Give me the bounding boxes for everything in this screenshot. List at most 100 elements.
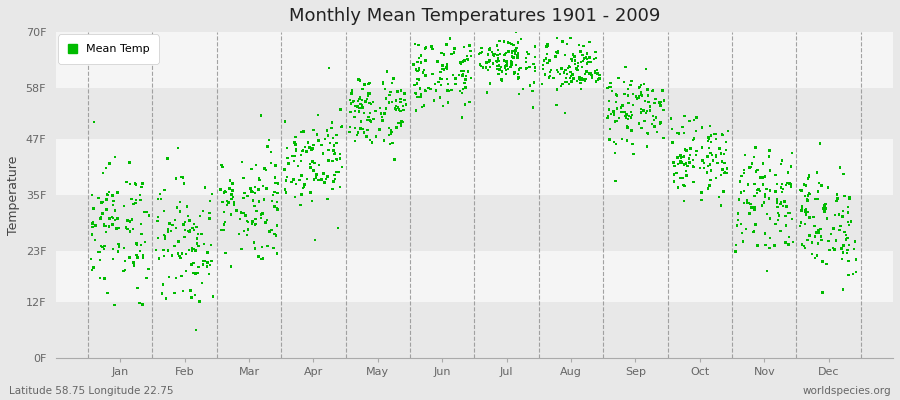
Point: [245, 166, 259, 172]
Point: [136, 255, 150, 261]
Point: [254, 211, 268, 218]
Point: [292, 177, 307, 183]
Point: [774, 161, 788, 167]
Point: [329, 132, 344, 138]
Text: worldspecies.org: worldspecies.org: [803, 386, 891, 396]
Point: [713, 145, 727, 152]
Point: [639, 66, 653, 72]
Point: [689, 114, 704, 121]
Point: [426, 46, 440, 52]
Point: [456, 68, 471, 74]
Point: [486, 51, 500, 58]
Point: [345, 87, 359, 94]
Point: [177, 234, 192, 240]
Point: [459, 73, 473, 79]
Point: [836, 249, 850, 256]
Point: [117, 245, 131, 251]
Point: [836, 242, 850, 249]
Point: [763, 234, 778, 241]
Bar: [56, 32, 893, 88]
Point: [604, 111, 618, 118]
Point: [703, 177, 717, 183]
Point: [642, 99, 656, 106]
Point: [434, 82, 448, 88]
Point: [550, 67, 564, 73]
Point: [95, 170, 110, 176]
Point: [369, 133, 383, 140]
Point: [353, 105, 367, 111]
Point: [731, 210, 745, 217]
Point: [512, 74, 526, 81]
Point: [802, 214, 816, 221]
Point: [248, 216, 263, 222]
Point: [158, 295, 173, 302]
Point: [202, 198, 217, 204]
Point: [171, 145, 185, 151]
Point: [652, 100, 667, 106]
Point: [430, 58, 445, 65]
Point: [389, 98, 403, 104]
Point: [846, 270, 860, 277]
Point: [555, 81, 570, 87]
Point: [815, 258, 830, 265]
Point: [441, 99, 455, 106]
Point: [130, 254, 145, 261]
Point: [608, 140, 623, 147]
Point: [518, 55, 533, 62]
Point: [123, 181, 138, 187]
Point: [714, 172, 728, 178]
Point: [840, 250, 854, 256]
Point: [111, 216, 125, 222]
Point: [588, 70, 602, 76]
Point: [842, 194, 857, 200]
Point: [136, 252, 150, 259]
Point: [269, 232, 284, 239]
Point: [154, 196, 168, 202]
Point: [793, 223, 807, 229]
Point: [216, 227, 230, 233]
Point: [779, 180, 794, 186]
Point: [486, 60, 500, 67]
Point: [632, 84, 646, 91]
Point: [124, 196, 139, 202]
Point: [778, 182, 793, 188]
Point: [252, 175, 266, 181]
Point: [742, 164, 757, 171]
Point: [382, 99, 396, 106]
Point: [456, 86, 471, 92]
Point: [457, 44, 472, 50]
Point: [526, 60, 541, 67]
Point: [476, 64, 491, 71]
Point: [175, 250, 189, 257]
Point: [728, 248, 742, 255]
Point: [704, 139, 718, 145]
Point: [588, 68, 602, 74]
Point: [582, 39, 597, 45]
Point: [806, 214, 821, 220]
Point: [784, 184, 798, 190]
Point: [572, 74, 587, 80]
Point: [463, 99, 477, 105]
Point: [498, 52, 512, 58]
Point: [730, 222, 744, 229]
Point: [682, 118, 697, 124]
Point: [849, 256, 863, 262]
Point: [428, 87, 443, 94]
Point: [771, 212, 786, 219]
Point: [344, 109, 358, 116]
Point: [801, 192, 815, 199]
Point: [564, 56, 579, 62]
Point: [361, 116, 375, 123]
Point: [758, 242, 772, 248]
Point: [118, 258, 132, 264]
Point: [656, 107, 670, 113]
Point: [288, 141, 302, 148]
Point: [784, 163, 798, 170]
Point: [267, 174, 282, 181]
Point: [490, 43, 504, 49]
Point: [236, 210, 250, 216]
Point: [286, 176, 301, 183]
Point: [716, 132, 730, 138]
Point: [267, 204, 282, 210]
Point: [95, 198, 110, 205]
